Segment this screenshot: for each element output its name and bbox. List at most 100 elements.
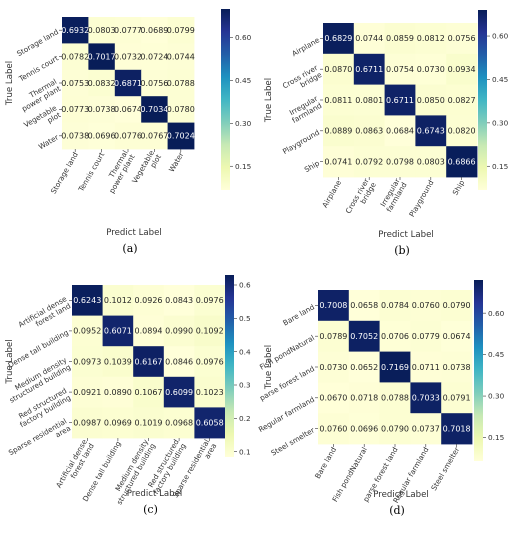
- heatmap-cell: [72, 376, 103, 408]
- y-axis-title: True Label: [264, 78, 274, 123]
- heatmap-cell: [415, 53, 447, 85]
- cell-value-label: 0.0711: [412, 363, 440, 372]
- cell-value-label: 0.0760: [319, 424, 347, 433]
- cell-value-label: 0.0827: [448, 96, 476, 105]
- cell-value-label: 0.0801: [355, 96, 383, 105]
- cell-value-label: 0.0890: [104, 388, 132, 397]
- y-tick-label: Water: [37, 133, 60, 152]
- heatmap-cell: [348, 382, 380, 414]
- x-tick-label: Bare land: [313, 446, 338, 481]
- cell-value-label: 0.0689: [140, 26, 168, 35]
- x-tick-label: Vegetableplot: [130, 148, 163, 189]
- heatmap-cell: [194, 407, 226, 439]
- y-tick-label: Cross riverbridge: [281, 63, 324, 98]
- y-tick-label: Irregularfarmland: [286, 94, 323, 125]
- cell-value-label: 0.1012: [104, 296, 132, 305]
- cell-value-label: 0.6071: [104, 327, 132, 336]
- cell-value-label: 0.6871: [114, 79, 142, 88]
- heatmap-cell: [323, 146, 355, 178]
- colorbar-tick-label: 0.30: [235, 119, 252, 128]
- heatmap-cell: [194, 346, 226, 378]
- heatmap-cell: [353, 23, 385, 55]
- x-tick-label: Cross riverbridge: [344, 176, 379, 219]
- heatmap-cell: [318, 413, 350, 445]
- x-tick-label: Playground: [407, 179, 435, 219]
- colorbar-tick-label: 0.15: [492, 162, 508, 171]
- heatmap-cell: [441, 351, 473, 383]
- x-tick-label: Tennis court: [76, 150, 106, 194]
- cell-value-label: 0.0674: [114, 105, 142, 114]
- panel-caption: (c): [143, 503, 158, 516]
- cell-value-label: 0.6711: [355, 65, 383, 74]
- cell-value-label: 0.0969: [104, 419, 132, 428]
- colorbar-tick-label: 0.1: [239, 447, 251, 456]
- cell-value-label: 0.0738: [443, 363, 471, 372]
- cell-value-label: 0.7033: [412, 394, 440, 403]
- heatmap-cell: [163, 346, 195, 378]
- x-tick-label: Irregularfarmland: [378, 177, 409, 214]
- y-axis-title: True Label: [5, 61, 15, 106]
- heatmap-cell: [102, 407, 134, 439]
- cell-value-label: 0.0790: [443, 301, 471, 310]
- heatmap-cell: [379, 382, 411, 414]
- heatmap-cell: [163, 407, 195, 439]
- heatmap-cell: [141, 96, 168, 123]
- heatmap-cell: [318, 320, 350, 352]
- cell-value-label: 0.7017: [88, 52, 116, 61]
- colorbar-tick-label: 0.4: [239, 347, 251, 356]
- colorbar: [478, 10, 487, 190]
- x-tick-label: Ship: [451, 178, 467, 197]
- colorbar-tick-label: 0.30: [488, 392, 505, 401]
- heatmap-cell: [72, 315, 103, 347]
- cell-value-label: 0.0756: [140, 79, 168, 88]
- colorbar-tick-label: 0.5: [239, 314, 251, 323]
- heatmap-cell: [348, 413, 380, 445]
- cell-value-label: 0.0870: [324, 65, 352, 74]
- colorbar-tick-label: 0.60: [488, 309, 505, 318]
- colorbar-tick-label: 0.15: [235, 162, 251, 171]
- cell-value-label: 0.0732: [114, 52, 142, 61]
- heatmap-cell: [379, 320, 411, 352]
- cell-value-label: 0.0744: [355, 34, 383, 43]
- cell-value-label: 0.0718: [350, 394, 378, 403]
- heatmap-cell: [163, 376, 195, 408]
- cell-value-label: 0.1019: [135, 419, 163, 428]
- x-tick-label: Water: [167, 151, 186, 174]
- heatmap-cell: [446, 84, 478, 116]
- colorbar-tick-label: 0.45: [235, 76, 251, 85]
- heatmap-cell: [133, 407, 165, 439]
- heatmap-cell: [384, 84, 416, 116]
- cell-value-label: 0.6829: [324, 34, 352, 43]
- heatmap-cell: [353, 53, 385, 85]
- heatmap-cell: [141, 43, 168, 71]
- heatmap-cell: [384, 146, 416, 178]
- heatmap-cell: [72, 346, 103, 378]
- cell-value-label: 0.0779: [412, 332, 440, 341]
- cell-value-label: 0.0973: [73, 357, 101, 366]
- heatmap-cell: [141, 69, 168, 97]
- y-tick-label: Storage land: [15, 27, 60, 58]
- heatmap-cell: [141, 122, 168, 150]
- cell-value-label: 0.0894: [135, 327, 163, 336]
- heatmap-cell: [114, 96, 142, 123]
- heatmap-cell: [384, 53, 416, 85]
- heatmap-cell: [62, 43, 89, 71]
- cell-value-label: 0.0788: [167, 79, 195, 88]
- heatmap-cell: [62, 69, 89, 97]
- heatmap-cell: [194, 376, 226, 408]
- cell-value-label: 0.1039: [104, 357, 132, 366]
- heatmap-cell: [384, 115, 416, 147]
- heatmap-cell: [446, 115, 478, 147]
- cell-value-label: 0.0788: [381, 394, 409, 403]
- heatmap-cell: [88, 122, 116, 150]
- heatmap-cell: [379, 413, 411, 445]
- x-tick-label: Storage land: [49, 151, 80, 196]
- cell-value-label: 0.0652: [350, 363, 378, 372]
- heatmap-cell: [441, 290, 473, 322]
- cell-value-label: 0.0859: [386, 34, 414, 43]
- heatmap-cell: [410, 320, 442, 352]
- cell-value-label: 0.0784: [381, 301, 409, 310]
- heatmap-cell: [133, 315, 165, 347]
- colorbar-tick-label: 0.45: [488, 350, 504, 359]
